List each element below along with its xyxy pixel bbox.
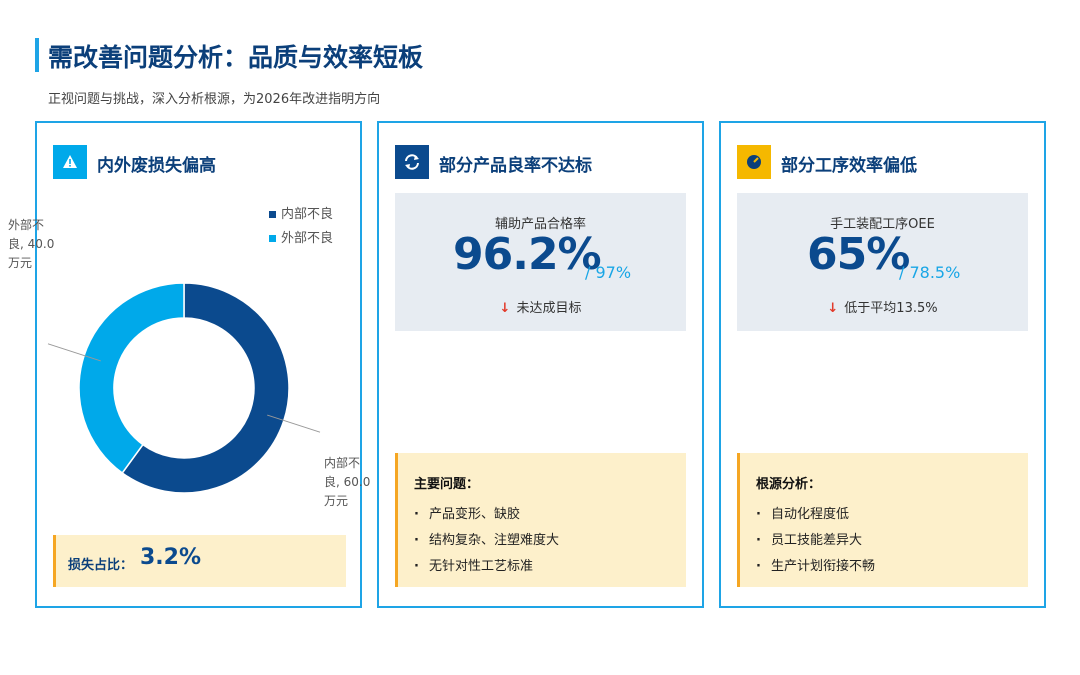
- donut-slice: [78, 282, 185, 474]
- metric-note: ↓ 未达成目标: [499, 301, 582, 316]
- leader-line: [47, 343, 101, 362]
- metric-label: 手工装配工序OEE: [830, 217, 935, 232]
- metric-box: 手工装配工序OEE 65% / 78.5% ↓ 低于平均13.5%: [737, 193, 1028, 331]
- list-title: 主要问题：: [414, 477, 480, 492]
- icon: [395, 145, 429, 179]
- legend-swatch: [269, 235, 276, 242]
- card: 部分工序效率偏低 手工装配工序OEE 65% / 78.5% ↓ 低于平均13.5…: [719, 121, 1046, 608]
- legend-swatch: [269, 211, 276, 218]
- legend-item: 内部不良: [269, 203, 333, 222]
- donut-slice: [121, 282, 290, 494]
- legend-label: 外部不良: [281, 231, 334, 246]
- icon: [737, 145, 771, 179]
- metric-label: 辅助产品合格率: [494, 217, 586, 232]
- loss-label: 损失占比：: [68, 558, 134, 573]
- issue-box: 根源分析： 自动化程度低 员工技能差异大 生产计划衔接不畅: [737, 453, 1028, 587]
- card: 部分产品良率不达标 辅助产品合格率 96.2% / 97% ↓ 未达成目标 主要问…: [377, 121, 704, 608]
- loss-value: 3.2%: [140, 545, 202, 570]
- issue-box: 主要问题： 产品变形、缺胶 结构复杂、注塑难度大 无针对性工艺标准: [395, 453, 686, 587]
- metric-note: ↓ 低于平均13.5%: [827, 301, 938, 316]
- metric-box: 辅助产品合格率 96.2% / 97% ↓ 未达成目标: [395, 193, 686, 331]
- legend-item: 外部不良: [269, 227, 333, 246]
- legend-label: 内部不良: [281, 207, 334, 222]
- metric-target: / 97%: [585, 263, 632, 282]
- card: 内外废损失偏高 内部不良, 60.0 万元 内部不良外部不良, 40.0 万元 外部…: [8, 121, 370, 608]
- loss-box: 损失占比： 3.2%: [53, 535, 346, 587]
- title: 需改善问题分析：品质与效率短板: [48, 43, 424, 72]
- list-item: 产品变形、缺胶: [414, 503, 520, 522]
- metric-target: / 78.5%: [899, 263, 961, 282]
- list-title: 根源分析：: [756, 477, 822, 492]
- note-text: 低于平均13.5%: [844, 301, 938, 316]
- list-item: 自动化程度低: [756, 503, 849, 522]
- list-item: 员工技能差异大: [756, 529, 862, 548]
- data-label: 内部不良, 60.0 万元: [324, 456, 371, 509]
- card-title: 部分产品良率不达标: [439, 156, 592, 176]
- title-bar: [35, 38, 39, 72]
- metric-value: 65%: [807, 229, 910, 280]
- donut-chart: [47, 282, 321, 494]
- metric-value: 96.2%: [453, 229, 602, 280]
- data-label: 外部不良, 40.0 万元: [8, 217, 55, 270]
- icon: [53, 145, 87, 179]
- subtitle: 正视问题与挑战，深入分析根源，为2026年改进指明方向: [48, 92, 381, 107]
- list-item: 生产计划衔接不畅: [756, 555, 875, 574]
- card-title: 内外废损失偏高: [97, 156, 216, 176]
- note-text: 未达成目标: [516, 301, 582, 316]
- list-item: 结构复杂、注塑难度大: [414, 529, 559, 548]
- leader-line: [267, 414, 321, 433]
- list-item: 无针对性工艺标准: [414, 555, 533, 574]
- card-title: 部分工序效率偏低: [781, 156, 917, 176]
